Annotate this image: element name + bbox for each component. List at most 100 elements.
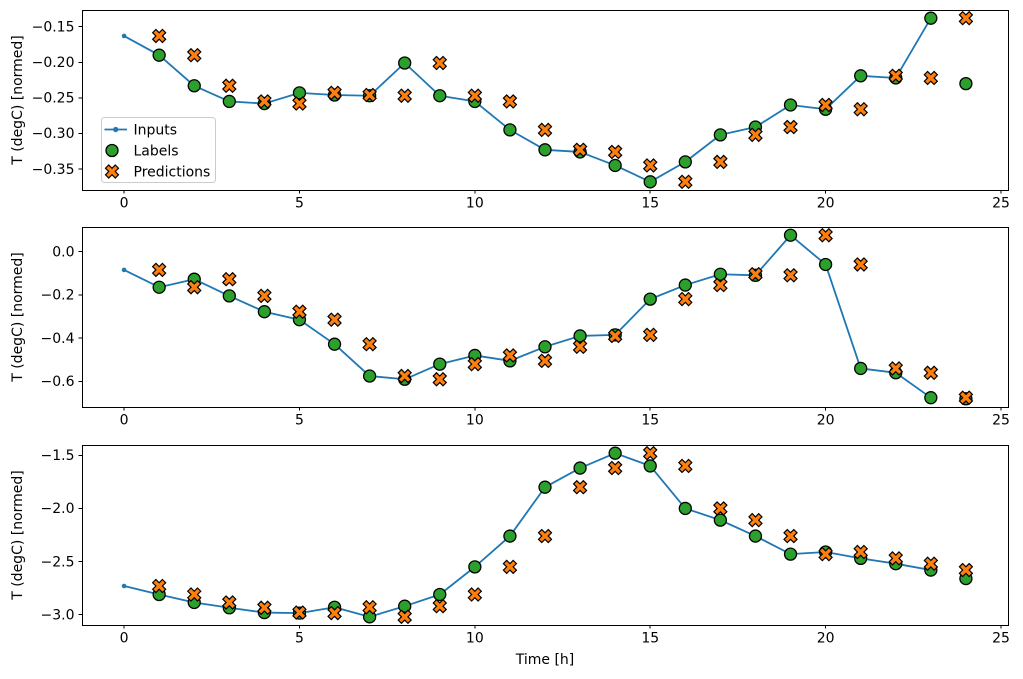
predictions-marker-x [572, 339, 588, 355]
predictions-marker-x [958, 390, 974, 406]
predictions-marker-x [221, 595, 237, 610]
predictions-marker-x [958, 10, 974, 26]
y-tick-label: −0.6 [41, 374, 75, 390]
predictions-marker-x [221, 271, 237, 287]
predictions-marker-x [432, 598, 448, 614]
labels-marker-circle [222, 94, 236, 109]
x-tick-label: 25 [992, 413, 1010, 429]
subplot-2: 0 5 10 15 20 25 0.0 −0.2 −0.4 −0.6 [41, 227, 1010, 429]
labels-marker-circle [678, 155, 692, 169]
predictions-marker-x [818, 97, 833, 113]
labels-marker-circle [152, 280, 166, 294]
predictions-marker-x [432, 371, 448, 387]
labels-marker-circle [608, 446, 622, 460]
x-tick-label: 15 [641, 413, 659, 429]
y-axis-label-subplot-1: T (degC) [normed] [10, 35, 26, 166]
x-tick-label: 5 [295, 196, 304, 212]
x-tick-label: 5 [295, 413, 304, 429]
labels-marker-circle [924, 391, 938, 405]
predictions-marker-x [783, 119, 798, 135]
predictions-marker-x [853, 544, 869, 560]
labels-marker-circle [924, 11, 938, 25]
predictions-marker-x [502, 348, 518, 363]
predictions-marker-x [467, 587, 483, 602]
predictions-marker-x [888, 68, 904, 84]
legend-box [101, 117, 216, 183]
predictions-marker-x [292, 96, 307, 111]
y-tick-label: 0.0 [52, 244, 74, 260]
labels-marker-circle [854, 69, 868, 83]
legend-item-labels: Labels [105, 143, 179, 160]
predictions-marker-x [151, 578, 167, 594]
predictions-marker-x [186, 587, 202, 602]
x-tick-label: 10 [466, 196, 484, 212]
x-tick-label: 20 [817, 413, 835, 429]
predictions-marker-x [607, 328, 623, 344]
labels-marker-circle [854, 361, 868, 376]
predictions-marker-x [607, 460, 623, 476]
labels-marker-circle [538, 340, 552, 354]
predictions-marker-x [397, 609, 413, 625]
y-tick-label: −3.0 [41, 607, 75, 623]
labels-marker-circle [783, 228, 798, 242]
labels-marker-circle [643, 175, 657, 189]
labels-marker-circle [678, 501, 692, 516]
predictions-marker-x [748, 266, 763, 282]
predictions-marker-x [818, 227, 833, 243]
predictions-marker-x [257, 600, 272, 616]
inputs-line [123, 452, 932, 618]
x-tick-label: 0 [120, 413, 129, 429]
predictions-marker-x [853, 101, 869, 117]
x-tick-label: 20 [817, 631, 835, 647]
predictions-marker-x [713, 277, 728, 293]
predictions-marker-x [151, 262, 167, 278]
inputs-marker-dot [121, 583, 127, 589]
legend-item-inputs: Inputs [104, 123, 177, 139]
legend-labels-circle-sample [105, 143, 119, 158]
subplot-3: 0 5 10 15 20 25 −1.5 −2.0 −2.5 −3.0 [41, 445, 1010, 647]
labels-marker-circle [818, 257, 833, 272]
labels-marker-circle [748, 529, 763, 543]
legend-item-predictions: Predictions [104, 164, 210, 181]
x-tick-label: 25 [992, 196, 1010, 212]
labels-marker-circle [783, 547, 798, 561]
labels-marker-circle [713, 128, 728, 142]
predictions-marker-x [642, 327, 658, 343]
x-axis-label: Time [h] [515, 652, 575, 668]
plot-frame [82, 227, 1009, 408]
predictions-marker-x [467, 356, 483, 372]
legend-inputs-dot-sample [113, 126, 119, 133]
labels-marker-circle [398, 56, 412, 70]
predictions-marker-x [572, 479, 588, 495]
x-tick-label: 20 [817, 196, 835, 212]
predictions-marker-x [713, 154, 728, 170]
y-tick-label: −2.5 [41, 554, 75, 570]
y-tick-label: −0.4 [41, 331, 75, 347]
predictions-marker-x [572, 142, 588, 158]
predictions-marker-x [292, 605, 307, 620]
predictions-marker-x [502, 559, 518, 575]
labels-marker-circle [503, 529, 517, 543]
y-tick-label: −0.20 [32, 55, 75, 71]
y-tick-label: −1.5 [41, 448, 75, 464]
y-tick-label: −0.30 [32, 126, 75, 142]
legend-item-label: Labels [134, 144, 179, 160]
x-tick-label: 10 [466, 631, 484, 647]
x-tick-label: 15 [641, 631, 659, 647]
predictions-marker-x [783, 267, 798, 283]
predictions-marker-x [292, 304, 307, 320]
labels-marker-circle [327, 337, 342, 351]
labels-marker-circle [152, 48, 166, 62]
labels-marker-circle [713, 513, 728, 527]
predictions-marker-x [151, 28, 167, 44]
inputs-marker-dot [121, 33, 127, 39]
legend-predictions-x-sample [104, 164, 120, 179]
labels-marker-circle [292, 86, 307, 100]
labels-marker-circle [643, 459, 657, 473]
labels-marker-circle [468, 560, 482, 574]
labels-marker-circle [643, 292, 657, 306]
inputs-line [123, 17, 932, 183]
predictions-marker-x [677, 291, 693, 307]
predictions-marker-x [958, 562, 974, 578]
legend: Inputs Labels Predictions [101, 117, 216, 183]
